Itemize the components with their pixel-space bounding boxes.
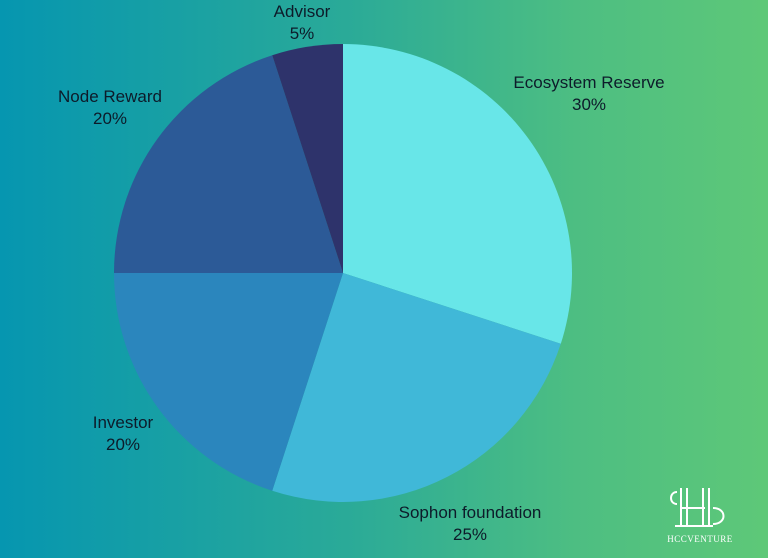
logo-text: HCCVENTURE bbox=[667, 534, 733, 544]
pie-slice-sophon-foundation bbox=[272, 273, 561, 502]
pie-slice-ecosystem-reserve bbox=[343, 44, 572, 344]
slice-value-label: 20% bbox=[106, 435, 140, 454]
slice-value-label: 20% bbox=[93, 109, 127, 128]
slice-label: Node Reward bbox=[58, 87, 162, 106]
pie-slices bbox=[114, 44, 572, 502]
slice-value-label: 25% bbox=[453, 525, 487, 544]
slice-value-label: 5% bbox=[290, 24, 315, 43]
pie-slice-advisor bbox=[272, 44, 343, 273]
slice-label: Sophon foundation bbox=[399, 503, 542, 522]
hccventure-logo: HCCVENTURE bbox=[662, 486, 738, 544]
hccventure-monogram-icon bbox=[670, 488, 725, 527]
slice-label: Ecosystem Reserve bbox=[513, 73, 664, 92]
pie-slice-node-reward bbox=[114, 55, 343, 274]
pie-slice-investor bbox=[114, 273, 343, 491]
slice-value-label: 30% bbox=[572, 95, 606, 114]
pie-labels: Ecosystem Reserve 30% Sophon foundation 25%… bbox=[58, 2, 665, 544]
slice-label: Investor bbox=[93, 413, 154, 432]
slice-label: Advisor bbox=[274, 2, 331, 21]
